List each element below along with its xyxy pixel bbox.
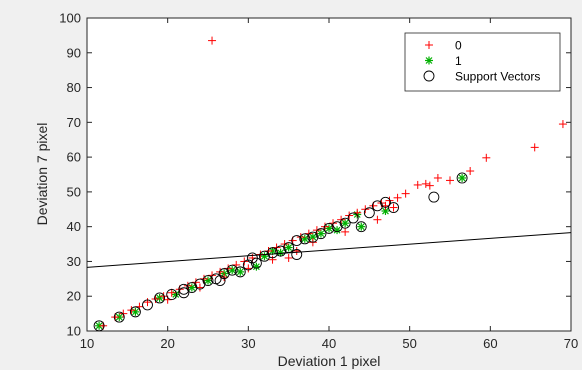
data-point-series-0: [425, 181, 434, 190]
data-point-series-0: [159, 292, 168, 301]
data-point-series-1: [236, 267, 245, 276]
legend-marker-circle: [423, 70, 435, 82]
data-point-series-1: [252, 262, 261, 271]
data-point-series-support-vectors: [178, 283, 190, 295]
data-point-series-support-vectors: [142, 299, 153, 311]
x-tick-label: 60: [483, 336, 497, 351]
data-point-series-support-vectors: [246, 252, 258, 264]
data-point-series-1: [357, 222, 366, 231]
data-point-series-0: [482, 153, 491, 162]
axes: 10 20 30 40 50 60 70 10 20 30 40 50 60 70 80 90 100: [59, 11, 578, 352]
y-tick-label: 50: [67, 184, 81, 199]
data-point-series-0: [385, 196, 394, 205]
data-point-series-0: [216, 267, 225, 276]
legend-label: Support Vectors: [455, 70, 540, 84]
data-point-series-0: [341, 227, 350, 236]
data-point-series-support-vectors: [355, 221, 367, 233]
data-point-series-0: [284, 253, 293, 262]
legend-marker-plus: [425, 41, 433, 49]
data-point-series-support-vectors: [428, 191, 440, 203]
chart-marks: [86, 36, 572, 332]
data-point-series-0: [151, 295, 160, 304]
data-point-series-0: [530, 143, 539, 152]
data-point-series-0: [389, 203, 398, 212]
y-tick-label: 20: [67, 289, 81, 304]
data-point-series-0: [433, 173, 442, 182]
y-tick-label: 40: [67, 219, 81, 234]
data-point-series-support-vectors: [129, 306, 141, 318]
data-point-series-support-vectors: [388, 202, 399, 213]
x-axis-label: Deviation 1 pixel: [278, 353, 381, 369]
data-point-series-support-vectors: [347, 212, 359, 224]
data-point-series-1: [284, 243, 293, 252]
data-point-series-support-vectors: [299, 233, 311, 245]
data-point-series-0: [208, 36, 217, 45]
data-point-series-support-vectors: [214, 275, 226, 287]
data-point-series-0: [466, 167, 475, 176]
legend: 01 Support Vectors: [404, 32, 561, 92]
data-point-series-support-vectors: [267, 247, 278, 259]
data-point-series-support-vectors: [234, 266, 246, 278]
data-point-series-support-vectors: [226, 264, 238, 276]
decision-boundary-line: [86, 232, 572, 268]
x-tick-label: 50: [402, 336, 416, 351]
data-point-series-1: [316, 229, 325, 238]
data-point-series-support-vectors: [202, 275, 214, 287]
x-tick-label: 10: [80, 336, 94, 351]
data-point-series-0: [167, 288, 176, 297]
data-point-series-0: [401, 189, 410, 198]
data-point-series-1: [155, 293, 164, 302]
data-point-series-1: [381, 207, 390, 216]
data-point-series-0: [373, 215, 382, 224]
data-point-series-1: [341, 219, 350, 228]
data-point-series-support-vectors: [154, 292, 166, 304]
y-tick-label: 30: [67, 254, 81, 269]
data-point-series-0: [244, 264, 253, 273]
y-axis-label: Deviation 7 pixel: [34, 123, 50, 226]
data-point-series-0: [320, 222, 329, 231]
data-point-series-support-vectors: [113, 311, 125, 323]
data-point-series-support-vectors: [242, 259, 254, 271]
y-tick-label: 10: [67, 324, 81, 339]
legend-label: 1: [455, 54, 462, 68]
data-point-series-support-vectors: [323, 222, 335, 234]
data-point-series-0: [268, 255, 277, 264]
data-point-series-support-vectors: [93, 320, 105, 332]
x-tick-label: 70: [564, 336, 578, 351]
data-point-series-support-vectors: [315, 228, 327, 240]
data-point-series-1: [300, 234, 309, 243]
y-tick-label: 70: [67, 115, 81, 130]
data-point-series-support-vectors: [166, 289, 178, 300]
data-point-series-0: [558, 120, 567, 129]
data-point-series-0: [413, 180, 422, 189]
data-point-series-0: [421, 179, 430, 188]
data-point-series-0: [127, 306, 136, 315]
data-point-series-1: [333, 226, 342, 235]
data-point-series-support-vectors: [456, 172, 468, 184]
legend-label: 0: [455, 39, 462, 53]
y-tick-label: 60: [67, 150, 81, 165]
x-tick-label: 30: [241, 336, 255, 351]
data-point-series-0: [446, 176, 454, 185]
data-point-series-0: [393, 193, 402, 202]
data-point-series-support-vectors: [380, 196, 391, 208]
data-point-series-support-vectors: [178, 287, 190, 299]
data-point-series-support-vectors: [363, 207, 375, 219]
data-point-series-0: [292, 247, 301, 256]
data-point-series-1: [458, 173, 467, 182]
x-tick-label: 40: [322, 336, 336, 351]
data-point-series-support-vectors: [291, 249, 303, 260]
data-point-series-support-vectors: [339, 217, 351, 229]
y-tick-label: 100: [59, 11, 81, 26]
legend-marker-asterisk: [425, 56, 433, 65]
x-tick-label: 20: [160, 336, 174, 351]
y-tick-label: 90: [67, 45, 81, 60]
data-point-series-1: [131, 307, 140, 316]
y-tick-label: 80: [67, 80, 81, 95]
data-point-series-support-vectors: [291, 235, 303, 247]
